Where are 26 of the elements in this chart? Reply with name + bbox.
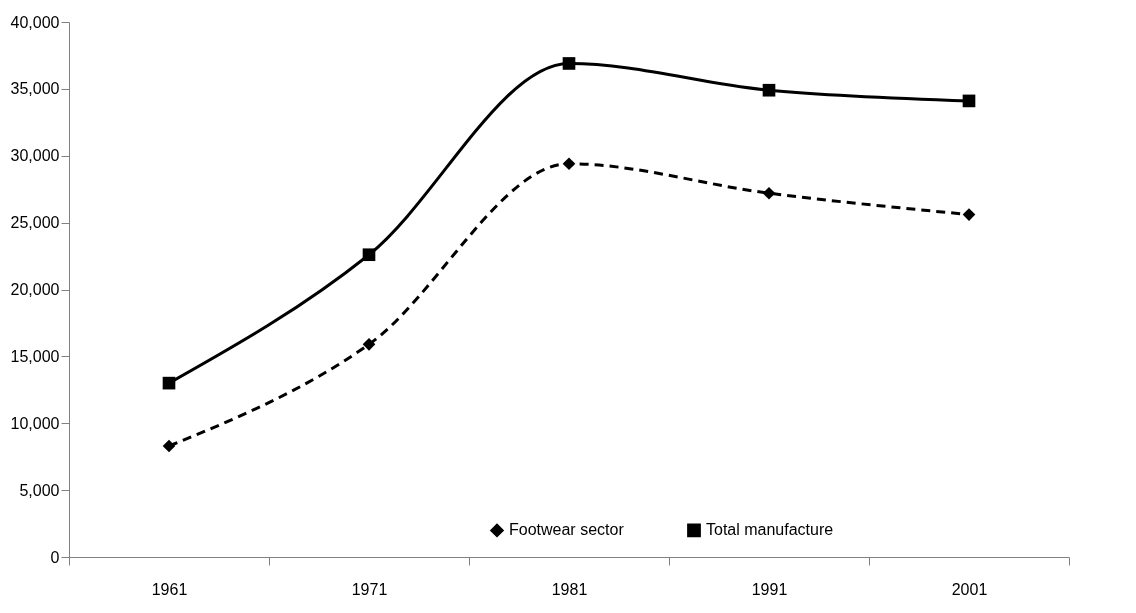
point (162, 439, 176, 453)
point (562, 57, 576, 70)
point (562, 157, 576, 171)
point (362, 338, 376, 351)
y-tick-label: 25,000 (10, 214, 60, 232)
legend-label: Total manufacture (706, 521, 834, 539)
legend-label: Footwear sector (509, 521, 625, 539)
y-tick-label: 15,000 (10, 347, 60, 365)
x-tick-label: 1961 (151, 580, 188, 598)
y-tick-label: 30,000 (10, 147, 60, 165)
point (162, 376, 176, 390)
point (762, 83, 776, 97)
x-tick-label: 1971 (351, 580, 388, 598)
point (962, 208, 976, 221)
y-tick-label: 10,000 (10, 414, 60, 432)
point (962, 94, 976, 108)
point (362, 248, 376, 262)
x-tick-label: 1991 (751, 580, 788, 598)
y-tick-label: 40,000 (10, 13, 60, 31)
x-tick-label: 2001 (951, 580, 988, 598)
y-tick-label: 35,000 (10, 80, 60, 98)
y-tick-label: 5,000 (19, 481, 60, 499)
point (762, 186, 776, 200)
y-tick-label: 20,000 (10, 281, 60, 298)
x-tick-label: 1981 (551, 580, 588, 598)
y-tick-label: 0 (50, 548, 60, 566)
